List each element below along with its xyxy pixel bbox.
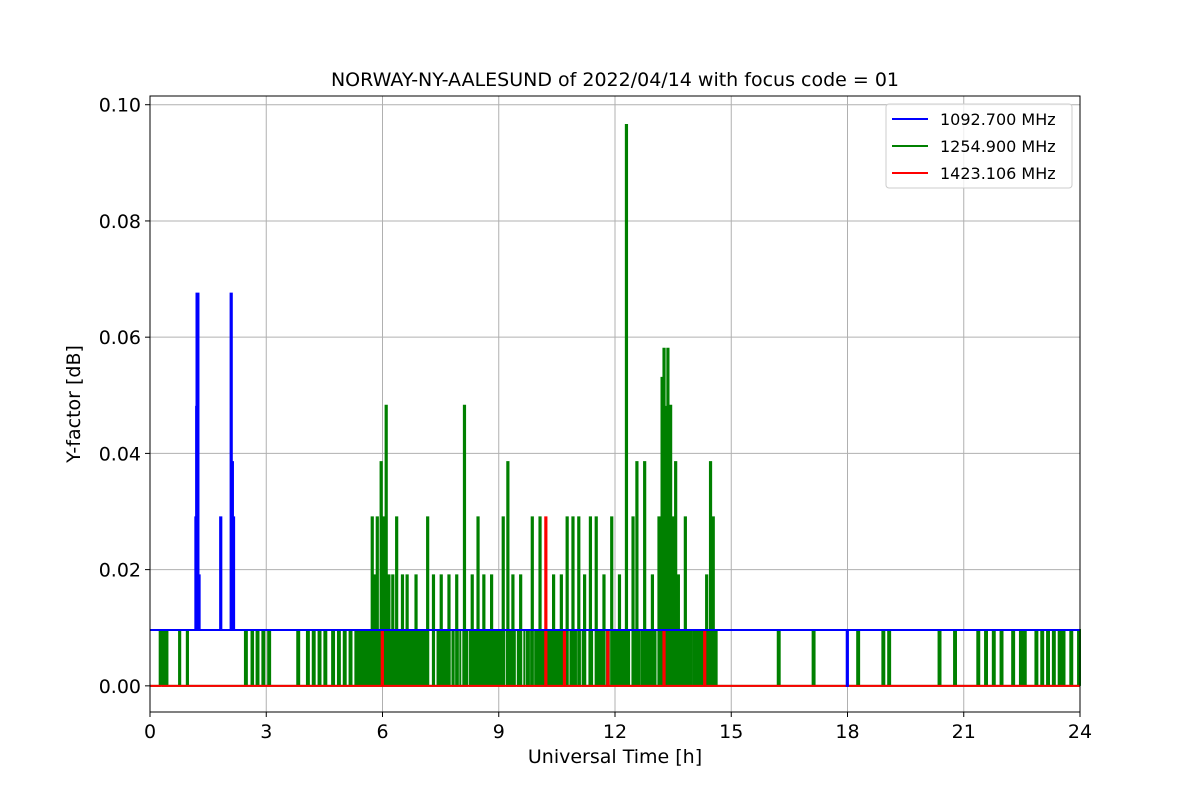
- y-axis-label: Y-factor [dB]: [63, 345, 85, 464]
- series-layer: [150, 124, 1081, 687]
- legend-entry-label: 1092.700 MHz: [940, 110, 1056, 129]
- legend-box: [885, 103, 1073, 189]
- x-tick-label: 6: [376, 721, 388, 743]
- series-line-1254-900-mhz: [150, 124, 1081, 687]
- y-tick-label: 0.08: [99, 211, 141, 233]
- y-tick-label: 0.10: [99, 95, 141, 117]
- y-tick-label: 0.00: [99, 676, 141, 698]
- series-line-1092-700-mhz: [150, 292, 1080, 687]
- x-tick-label: 3: [260, 721, 272, 743]
- x-tick-label: 15: [719, 721, 743, 743]
- legend: 1092.700 MHz 1254.900 MHz 1423.106 MHz: [885, 103, 1073, 189]
- x-tick-label: 0: [144, 721, 156, 743]
- legend-entry-label: 1254.900 MHz: [940, 137, 1056, 156]
- y-tick-label: 0.04: [99, 443, 141, 465]
- chart-title: NORWAY-NY-AALESUND of 2022/04/14 with fo…: [331, 69, 899, 91]
- x-tick-label: 12: [603, 721, 627, 743]
- x-tick-label: 18: [835, 721, 859, 743]
- x-tick-label: 24: [1068, 721, 1092, 743]
- axis-ticks: 0 3 6 9 12 15 18 21 24 0.00 0.02 0.04 0.06 0.08 0.10: [99, 95, 1092, 743]
- legend-entry-label: 1423.106 MHz: [940, 164, 1056, 183]
- y-tick-label: 0.06: [99, 327, 141, 349]
- series-line-1423-106-mhz: [150, 516, 1080, 687]
- x-axis-label: Universal Time [h]: [528, 746, 702, 768]
- y-tick-label: 0.02: [99, 560, 141, 582]
- x-tick-label: 21: [952, 721, 976, 743]
- x-tick-label: 9: [493, 721, 505, 743]
